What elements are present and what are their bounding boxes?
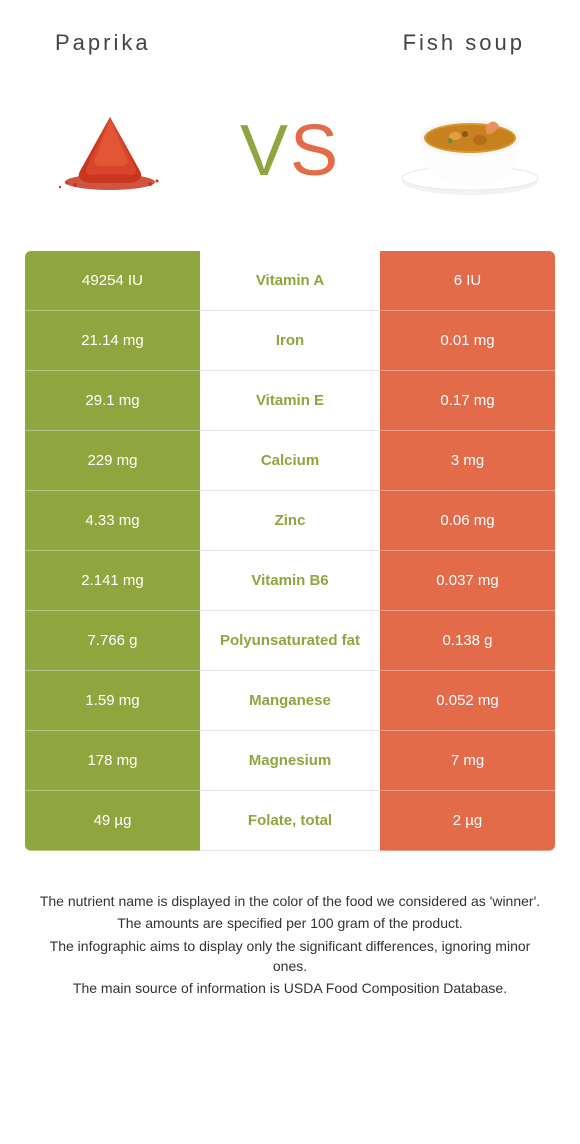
left-value: 49254 IU [25, 251, 200, 311]
nutrient-name: Zinc [200, 491, 380, 551]
soup-bowl-icon [395, 96, 545, 206]
nutrient-table: 49254 IUVitamin A6 IU21.14 mgIron0.01 mg… [25, 251, 555, 851]
table-row: 29.1 mgVitamin E0.17 mg [25, 371, 555, 431]
table-row: 49 µgFolate, total2 µg [25, 791, 555, 851]
footer-notes: The nutrient name is displayed in the co… [0, 851, 580, 998]
vs-label: VS [240, 110, 340, 192]
nutrient-name: Vitamin A [200, 251, 380, 311]
table-row: 229 mgCalcium3 mg [25, 431, 555, 491]
left-value: 49 µg [25, 791, 200, 851]
right-value: 0.138 g [380, 611, 555, 671]
nutrient-name: Manganese [200, 671, 380, 731]
left-value: 229 mg [25, 431, 200, 491]
table-row: 21.14 mgIron0.01 mg [25, 311, 555, 371]
footer-line-1: The nutrient name is displayed in the co… [35, 891, 545, 911]
left-value: 7.766 g [25, 611, 200, 671]
nutrient-name: Vitamin B6 [200, 551, 380, 611]
right-value: 2 µg [380, 791, 555, 851]
right-value: 3 mg [380, 431, 555, 491]
nutrient-name: Vitamin E [200, 371, 380, 431]
nutrient-name: Iron [200, 311, 380, 371]
nutrient-name: Folate, total [200, 791, 380, 851]
table-row: 178 mgMagnesium7 mg [25, 731, 555, 791]
footer-line-2: The amounts are specified per 100 gram o… [35, 913, 545, 933]
table-row: 1.59 mgManganese0.052 mg [25, 671, 555, 731]
nutrient-name: Calcium [200, 431, 380, 491]
right-value: 6 IU [380, 251, 555, 311]
paprika-pile-icon [45, 109, 175, 194]
title-left: Paprika [55, 30, 151, 56]
vs-v: V [240, 111, 290, 191]
right-value: 0.01 mg [380, 311, 555, 371]
footer-line-4: The main source of information is USDA F… [35, 978, 545, 998]
fish-soup-image [390, 91, 550, 211]
paprika-image [30, 91, 190, 211]
left-value: 4.33 mg [25, 491, 200, 551]
nutrient-name: Magnesium [200, 731, 380, 791]
right-value: 0.037 mg [380, 551, 555, 611]
table-row: 7.766 gPolyunsaturated fat0.138 g [25, 611, 555, 671]
nutrient-name: Polyunsaturated fat [200, 611, 380, 671]
left-value: 21.14 mg [25, 311, 200, 371]
footer-line-3: The infographic aims to display only the… [35, 936, 545, 977]
right-value: 0.052 mg [380, 671, 555, 731]
left-value: 178 mg [25, 731, 200, 791]
table-row: 2.141 mgVitamin B60.037 mg [25, 551, 555, 611]
left-value: 1.59 mg [25, 671, 200, 731]
title-right: Fish soup [403, 30, 525, 56]
table-row: 4.33 mgZinc0.06 mg [25, 491, 555, 551]
images-row: VS [0, 81, 580, 251]
header: Paprika Fish soup [0, 0, 580, 81]
left-value: 2.141 mg [25, 551, 200, 611]
table-row: 49254 IUVitamin A6 IU [25, 251, 555, 311]
vs-s: S [290, 111, 340, 191]
right-value: 7 mg [380, 731, 555, 791]
right-value: 0.17 mg [380, 371, 555, 431]
left-value: 29.1 mg [25, 371, 200, 431]
right-value: 0.06 mg [380, 491, 555, 551]
